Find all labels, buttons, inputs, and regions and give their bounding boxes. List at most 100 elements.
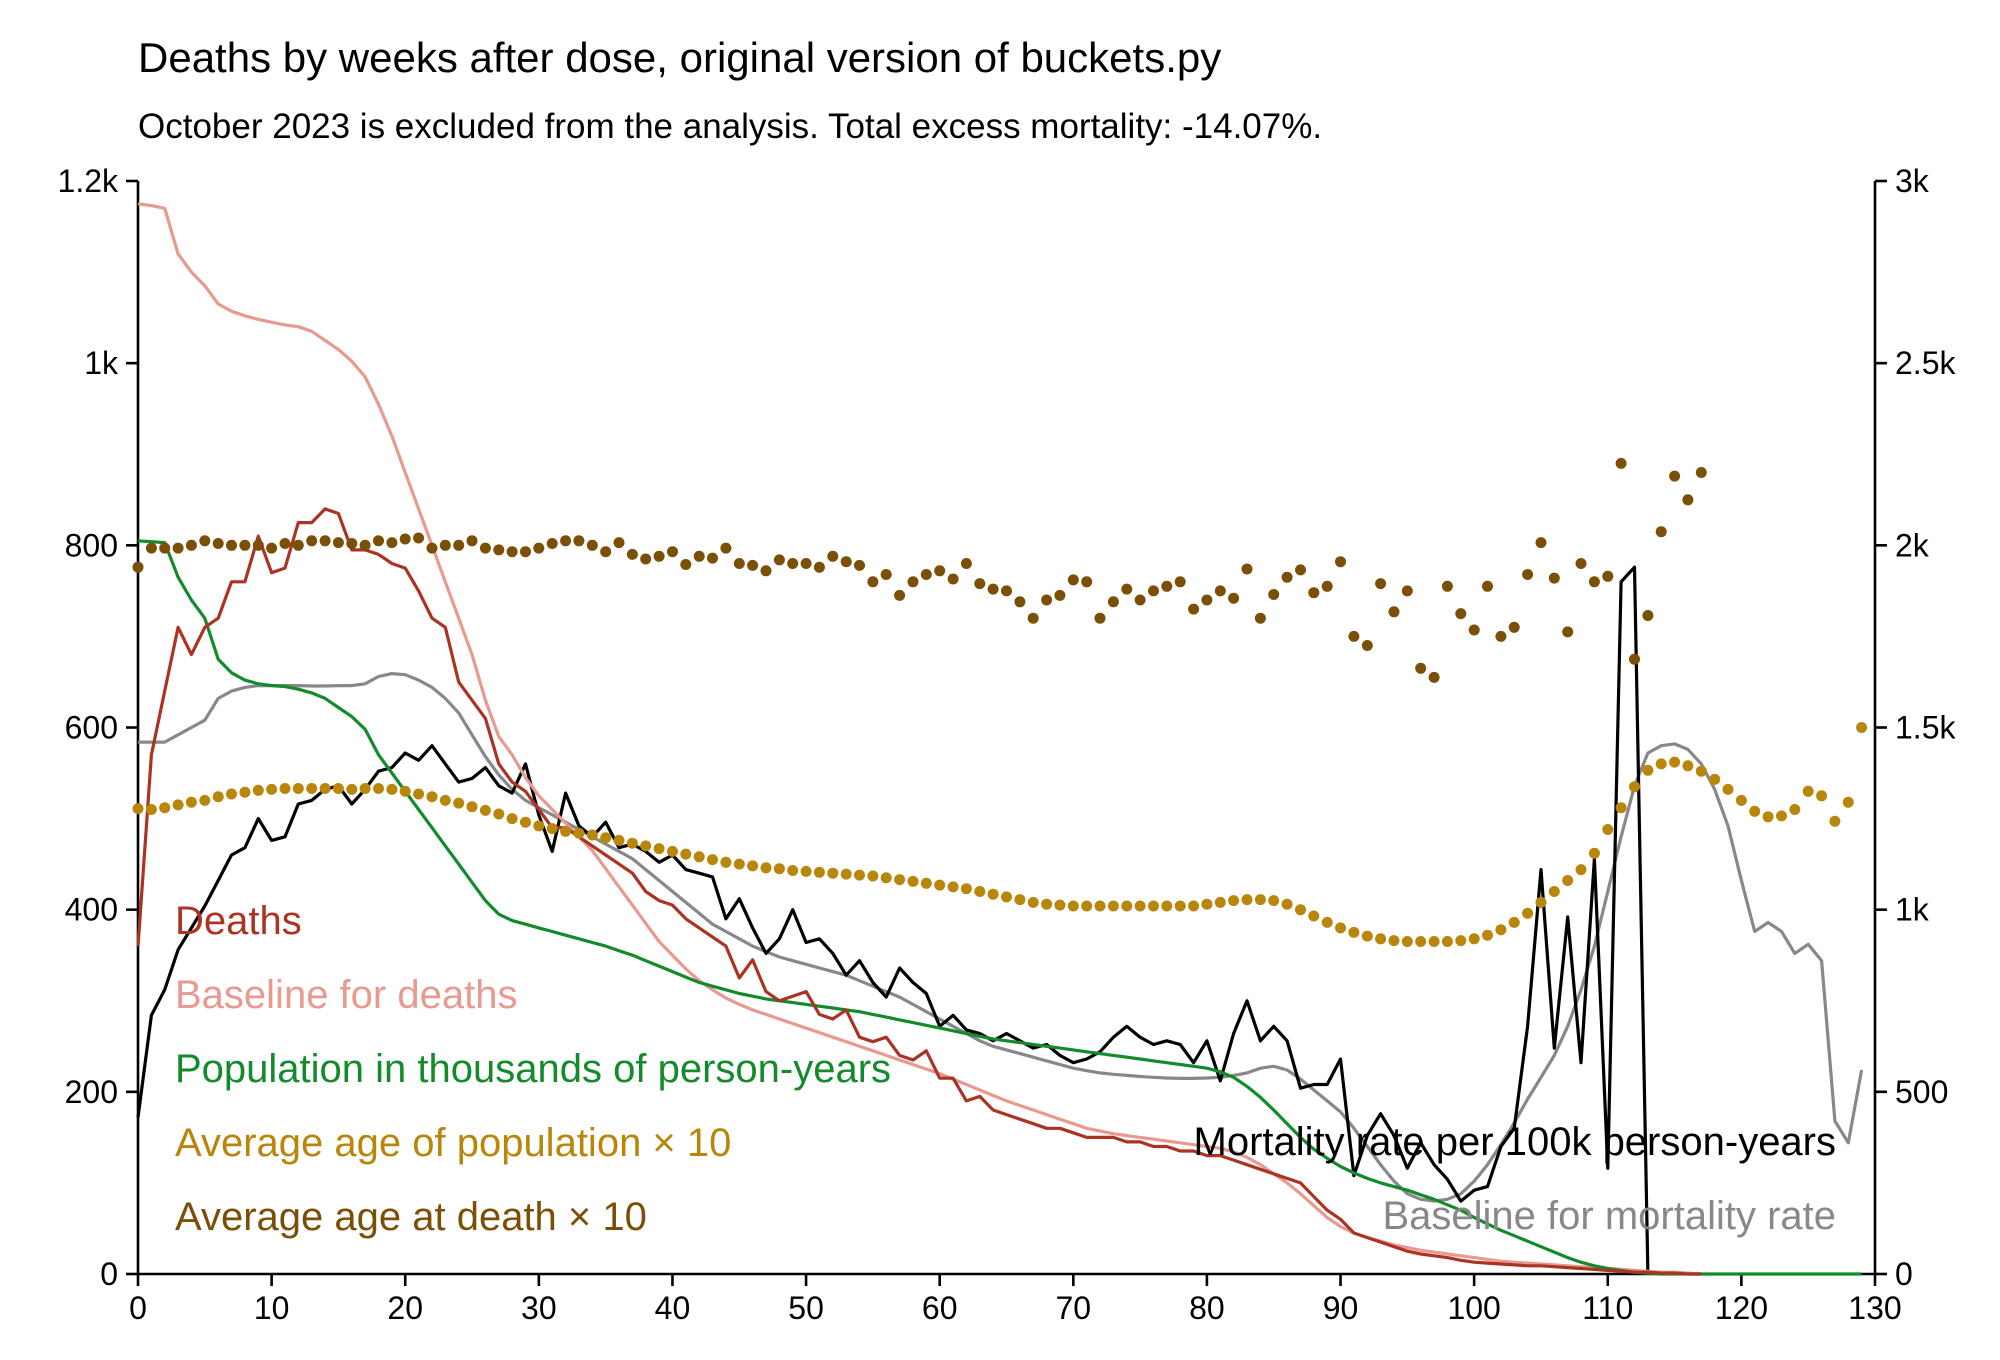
data-point (252, 784, 264, 796)
data-point (693, 550, 705, 562)
data-point (1335, 556, 1346, 568)
data-point (426, 791, 438, 803)
data-point (1041, 594, 1053, 606)
data-point (1856, 722, 1868, 733)
data-point (600, 832, 612, 844)
data-point (1001, 585, 1012, 597)
x-tick-label: 0 (129, 1290, 147, 1326)
data-point (1295, 904, 1306, 916)
x-tick-label: 20 (387, 1290, 423, 1326)
data-point (279, 783, 291, 794)
data-point (132, 561, 144, 573)
y-tick-label-left: 0 (100, 1256, 118, 1292)
series-baseline-for-deaths (137, 202, 1702, 1276)
data-point (1602, 824, 1614, 835)
data-point (894, 589, 906, 601)
data-point (907, 576, 919, 588)
data-point (453, 539, 465, 551)
data-point (787, 558, 799, 569)
x-tick-label: 120 (1715, 1290, 1768, 1326)
x-tick-label: 30 (521, 1290, 557, 1326)
data-point (653, 843, 665, 855)
data-point (1602, 570, 1614, 582)
data-point (920, 569, 932, 580)
data-point (760, 565, 772, 577)
data-point (626, 837, 638, 849)
data-point (626, 548, 638, 560)
data-point (1682, 760, 1694, 772)
series-line (136, 507, 1702, 1276)
data-point (1161, 580, 1173, 592)
y-tick-label-right: 1k (1895, 892, 1930, 928)
data-point (239, 786, 251, 798)
data-point (1041, 898, 1053, 910)
data-point (573, 827, 585, 839)
data-point (172, 542, 184, 554)
data-point (974, 578, 986, 590)
data-point (1629, 653, 1640, 665)
data-point (1615, 802, 1627, 814)
data-point (960, 883, 972, 895)
data-point (1495, 924, 1507, 936)
data-point (907, 875, 919, 887)
data-point (319, 783, 331, 794)
data-point (1348, 926, 1360, 938)
data-point (987, 583, 999, 595)
x-tick-label: 10 (254, 1290, 290, 1326)
data-point (1468, 624, 1480, 636)
y-tick-label-left: 1k (84, 345, 119, 381)
data-point (1308, 910, 1320, 922)
data-point (1802, 785, 1814, 797)
data-point (1722, 783, 1734, 795)
x-tick-label: 90 (1323, 1290, 1359, 1326)
y-tick-label-right: 2.5k (1895, 345, 1956, 381)
data-point (840, 868, 852, 880)
data-point (1548, 572, 1560, 584)
data-point (1295, 564, 1306, 576)
data-point (1254, 612, 1266, 624)
data-point (332, 537, 344, 549)
data-point (600, 546, 612, 558)
data-point (1508, 916, 1520, 928)
data-point (1829, 815, 1841, 827)
data-point (1001, 891, 1012, 903)
series-population-in-thousands-of-person-years (137, 539, 1862, 1276)
series-line (137, 539, 1862, 1276)
data-point (1388, 606, 1400, 618)
data-point (867, 870, 879, 882)
data-point (520, 546, 531, 558)
data-point (773, 863, 785, 875)
series-deaths (136, 507, 1702, 1276)
y-tick-label-right: 3k (1895, 163, 1930, 199)
data-point (1468, 933, 1480, 945)
legend-entry-deaths: Deaths (175, 899, 302, 943)
data-point (1228, 895, 1240, 907)
data-point (1361, 640, 1373, 651)
data-point (1081, 900, 1093, 912)
data-point (493, 808, 505, 820)
data-point (1254, 894, 1266, 906)
data-point (1695, 467, 1707, 478)
data-point (132, 803, 144, 815)
data-point (960, 558, 972, 569)
legend-entry-mortality-rate-per-100k-person-years: Mortality rate per 100k person-years (1194, 1120, 1837, 1164)
data-point (1655, 758, 1667, 770)
data-point (1629, 781, 1640, 793)
data-point (1695, 765, 1707, 777)
data-point (346, 538, 358, 549)
y-tick-label-right: 0 (1895, 1256, 1913, 1292)
data-point (1361, 930, 1373, 942)
axes: 0 10 20 30 40 50 60 70 80 90 100 110 120 130020040060… (58, 163, 1957, 1326)
data-point (1201, 594, 1213, 606)
data-point (1067, 900, 1079, 912)
data-point (226, 788, 237, 800)
data-point (707, 552, 718, 564)
data-point (506, 546, 518, 558)
data-point (733, 558, 745, 569)
chart-subtitle: October 2023 is excluded from the analys… (138, 107, 1322, 146)
data-point (1535, 896, 1547, 908)
legend-entry-baseline-for-mortality-rate: Baseline for mortality rate (1382, 1194, 1836, 1238)
data-point (653, 550, 665, 562)
data-point (613, 834, 625, 846)
